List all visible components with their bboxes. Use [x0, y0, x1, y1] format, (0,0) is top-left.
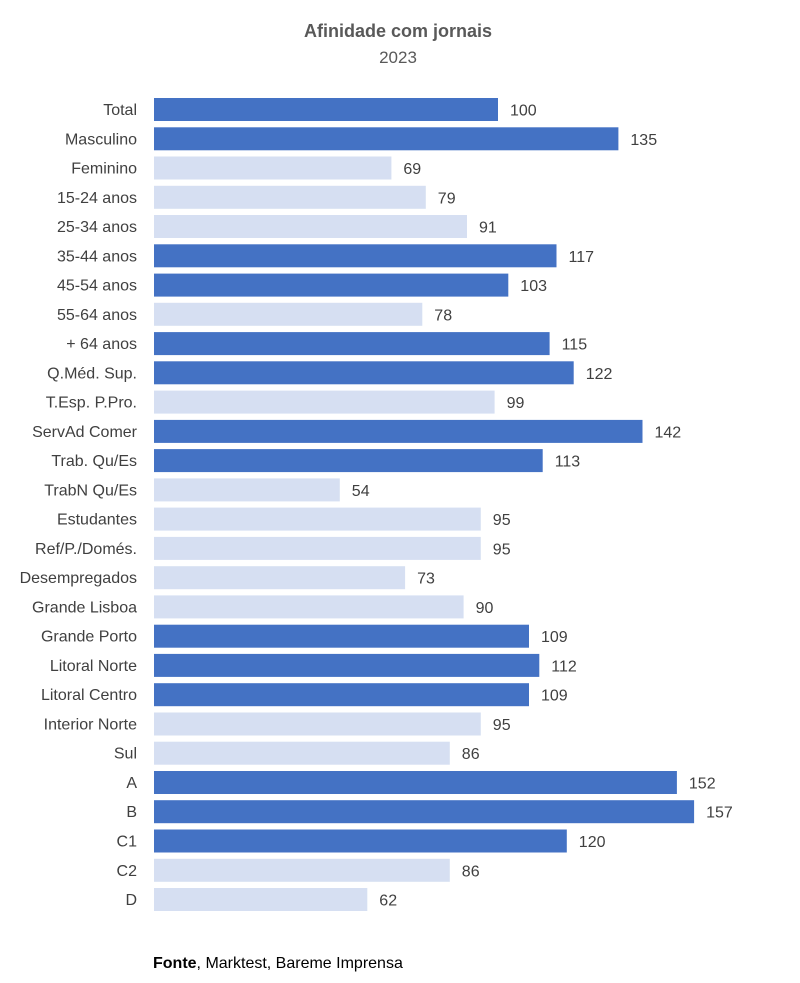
bar-26: [154, 858, 450, 882]
category-label-18: Grande Porto: [41, 629, 137, 646]
value-label-6: 103: [520, 278, 547, 295]
bar-0: [154, 98, 498, 121]
value-label-20: 109: [541, 688, 568, 705]
bar-27: [154, 888, 368, 911]
category-label-23: A: [126, 775, 137, 792]
value-label-22: 86: [462, 746, 480, 763]
bar-13: [154, 478, 340, 502]
value-label-13: 54: [352, 483, 370, 500]
category-label-12: Trab. Qu/Es: [51, 453, 137, 470]
bar-23: [154, 771, 677, 794]
value-label-9: 122: [586, 366, 613, 383]
bar-2: [154, 156, 392, 180]
category-label-19: Litoral Norte: [50, 658, 137, 675]
bar-25: [154, 829, 567, 853]
value-label-0: 100: [510, 103, 537, 120]
value-label-18: 109: [541, 629, 568, 646]
value-label-23: 152: [689, 776, 716, 793]
category-label-5: 35-44 anos: [57, 248, 137, 265]
bar-22: [154, 741, 450, 765]
category-label-10: T.Esp. P.Pro.: [46, 395, 137, 412]
bar-4: [154, 215, 467, 238]
value-label-1: 135: [630, 132, 657, 149]
bar-9: [154, 361, 574, 385]
value-label-15: 95: [493, 541, 511, 558]
bar-19: [154, 653, 540, 677]
source-note: Fonte, Marktest, Bareme Imprensa: [153, 955, 403, 973]
value-label-4: 91: [479, 220, 497, 237]
value-label-10: 99: [507, 395, 525, 412]
value-label-24: 157: [706, 805, 733, 822]
source-text: , Marktest, Bareme Imprensa: [196, 955, 403, 972]
value-label-7: 78: [434, 307, 452, 324]
chart-subtitle: 2023: [379, 48, 417, 67]
category-label-20: Litoral Centro: [41, 687, 137, 704]
bar-21: [154, 712, 481, 736]
bar-7: [154, 302, 423, 326]
category-label-9: Q.Méd. Sup.: [47, 365, 137, 382]
bar-20: [154, 683, 529, 707]
bar-17: [154, 595, 464, 619]
value-label-17: 90: [476, 600, 494, 617]
bar-18: [154, 624, 529, 648]
category-label-27: D: [125, 892, 137, 909]
category-label-7: 55-64 anos: [57, 307, 137, 324]
chart-title: Afinidade com jornais: [304, 21, 492, 41]
category-label-13: TrabN Qu/Es: [44, 482, 137, 499]
category-label-22: Sul: [114, 746, 137, 763]
value-label-21: 95: [493, 717, 511, 734]
bar-15: [154, 536, 481, 560]
value-label-5: 117: [569, 249, 595, 266]
bar-14: [154, 507, 481, 531]
category-label-0: Total: [103, 102, 137, 119]
category-label-4: 25-34 anos: [57, 219, 137, 236]
value-label-25: 120: [579, 834, 606, 851]
category-label-8: + 64 anos: [66, 336, 137, 353]
category-label-6: 45-54 anos: [57, 278, 137, 295]
bars-group: Total 100 Masculino 135 Feminino 69 15-24 anos…: [20, 98, 733, 911]
category-label-15: Ref/P./Domés.: [35, 541, 137, 558]
bar-11: [154, 419, 643, 443]
value-label-3: 79: [438, 190, 456, 207]
category-label-14: Estudantes: [57, 512, 137, 529]
category-label-2: Feminino: [71, 161, 137, 178]
value-label-14: 95: [493, 512, 511, 529]
bar-10: [154, 390, 495, 414]
category-label-16: Desempregados: [20, 570, 137, 587]
value-label-11: 142: [655, 424, 682, 441]
value-label-19: 112: [551, 658, 577, 675]
category-label-1: Masculino: [65, 131, 137, 148]
category-label-26: C2: [117, 863, 138, 880]
source-label: Fonte: [153, 955, 197, 972]
value-label-27: 62: [379, 893, 397, 910]
category-label-3: 15-24 anos: [57, 190, 137, 207]
category-label-17: Grande Lisboa: [32, 599, 137, 616]
bar-16: [154, 566, 406, 590]
category-label-11: ServAd Comer: [32, 424, 138, 441]
value-label-8: 115: [562, 337, 588, 354]
bar-3: [154, 185, 426, 209]
bar-5: [154, 244, 557, 268]
value-label-16: 73: [417, 571, 435, 588]
category-label-24: B: [126, 804, 137, 821]
category-label-21: Interior Norte: [44, 717, 137, 734]
bar-12: [154, 449, 543, 473]
bar-8: [154, 332, 550, 356]
value-label-26: 86: [462, 863, 480, 880]
category-label-25: C1: [117, 834, 138, 851]
bar-1: [154, 127, 619, 151]
value-label-12: 113: [555, 454, 581, 471]
value-label-2: 69: [403, 161, 421, 178]
bar-6: [154, 273, 509, 297]
bar-24: [154, 800, 695, 824]
